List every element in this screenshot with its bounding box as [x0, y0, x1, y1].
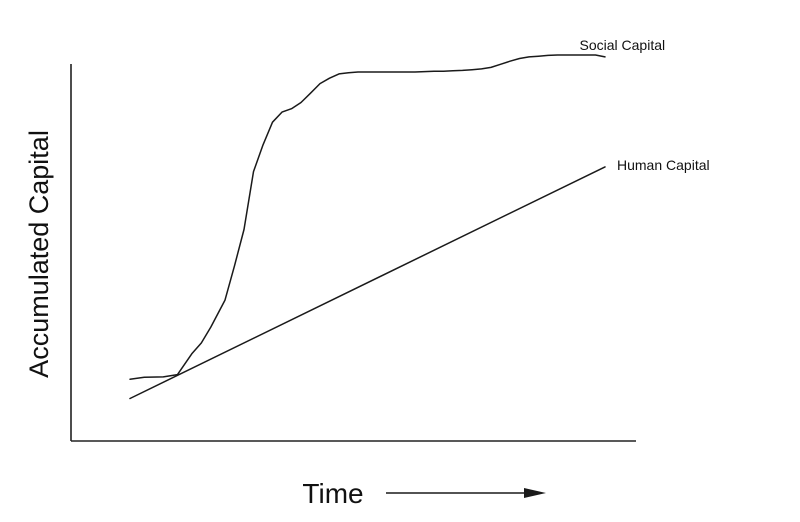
social-capital-line — [129, 54, 606, 380]
time-arrow-icon — [386, 488, 546, 498]
social-capital-label: Social Capital — [580, 37, 666, 53]
series-label-group: Social Capital Human Capital — [580, 37, 710, 173]
human-capital-line — [129, 166, 606, 400]
human-capital-label: Human Capital — [617, 157, 710, 173]
series-group — [129, 54, 606, 400]
time-arrow-head — [524, 488, 546, 498]
x-axis-title: Time — [302, 478, 363, 509]
y-axis-title: Accumulated Capital — [24, 130, 54, 378]
